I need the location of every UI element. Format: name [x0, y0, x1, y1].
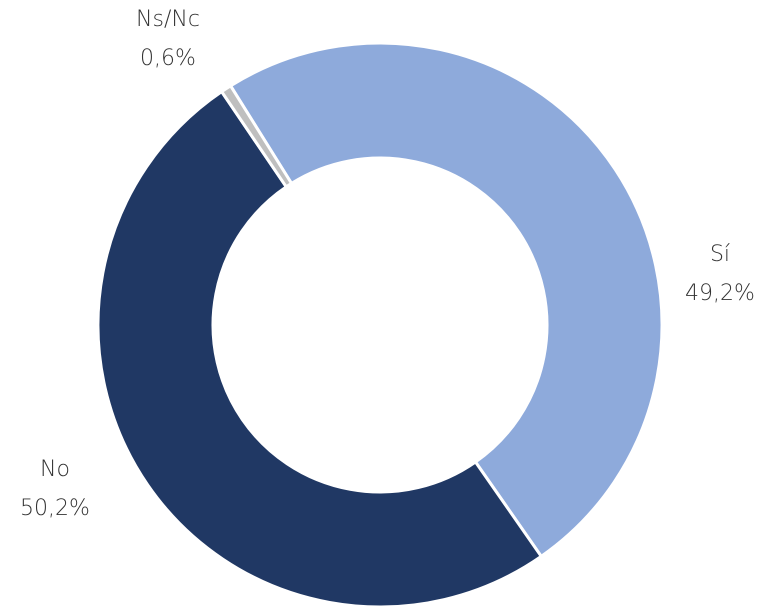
slice-label: No	[40, 457, 70, 482]
slice-value-label: 50,2%	[20, 496, 90, 521]
slice-value-label: 0,6%	[140, 46, 196, 71]
slice-value-label: 49,2%	[685, 281, 755, 306]
donut-slice	[219, 83, 294, 189]
slice-label: Sí	[710, 242, 730, 267]
slice-label: Ns/Nc	[136, 7, 200, 32]
donut-slice	[228, 41, 664, 559]
donut-slice	[96, 89, 544, 606]
